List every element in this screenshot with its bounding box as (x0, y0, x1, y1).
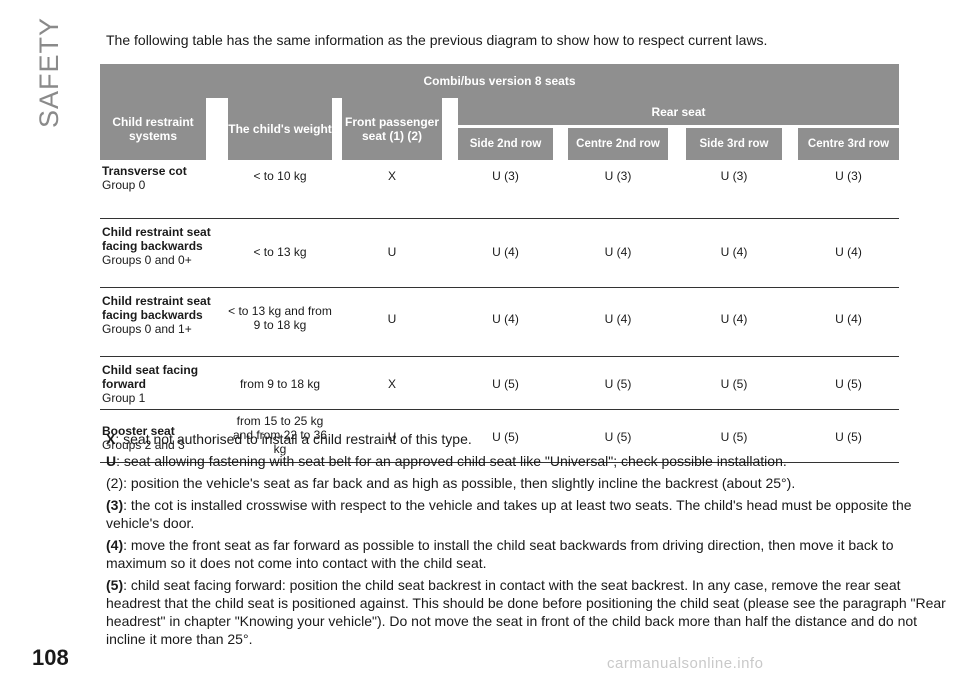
header-front-passenger-seat: Front passenger seat (1) (2) (342, 98, 442, 160)
row-front-passenger: U (387, 245, 397, 259)
header-side-2nd-row: Side 2nd row (458, 128, 553, 160)
row-side-3rd: U (5) (720, 377, 748, 391)
note-text: : seat not authorised to install a child… (115, 431, 472, 447)
row-group: Groups 0 and 1+ (102, 322, 192, 336)
note-key: X (106, 431, 116, 447)
section-label: SAFETY (34, 16, 64, 128)
row-group: Group 0 (102, 178, 146, 192)
row-weight: < to 10 kg (253, 169, 307, 183)
header-child-restraint-systems: Child restraint systems (100, 98, 206, 160)
row-side-2nd: U (4) (492, 245, 519, 259)
note: (5): child seat facing forward: position… (106, 576, 951, 648)
row-group: Group 1 (102, 391, 146, 405)
table-title: Combi/bus version 8 seats (100, 64, 899, 98)
header-side-3rd-row: Side 3rd row (686, 128, 782, 160)
note-key: U (106, 453, 117, 469)
row-device-name: Child seat facing forward (102, 363, 199, 391)
note-text: : child seat facing forward: position th… (106, 577, 946, 647)
note: X: seat not authorised to install a chil… (106, 430, 951, 448)
note-key: (3) (106, 497, 124, 513)
notes-section: X: seat not authorised to install a chil… (106, 430, 951, 652)
note-text: : seat allowing fastening with seat belt… (116, 453, 787, 469)
row-group: Groups 2 and 3 (102, 438, 185, 452)
header-rear-seat: Rear seat (458, 98, 899, 125)
row-weight: from 9 to 18 kg (239, 377, 321, 391)
table-row: Child seat facing forward Group 1 from 9… (100, 357, 899, 410)
note: (3): the cot is installed crosswise with… (106, 496, 951, 532)
row-device-name: Transverse cot (102, 164, 187, 178)
intro-text: The following table has the same informa… (106, 32, 768, 48)
row-centre-3rd: U (5) (835, 377, 862, 391)
page-number: 108 (32, 645, 69, 670)
row-centre-2nd: U (3) (604, 169, 632, 183)
header-childs-weight: The child's weight (228, 98, 332, 160)
row-centre-2nd: U (4) (604, 312, 632, 326)
note-key: (5) (106, 577, 124, 593)
note-text: : move the front seat as far forward as … (106, 537, 894, 571)
row-centre-2nd: U (5) (604, 377, 632, 391)
row-group: Groups 0 and 0+ (102, 253, 192, 267)
row-centre-2nd: U (4) (604, 245, 632, 259)
note-key: (4) (106, 537, 124, 553)
row-centre-3rd: U (5) (835, 430, 862, 444)
note: (4): move the front seat as far forward … (106, 536, 951, 572)
row-side-3rd: U (4) (720, 245, 748, 259)
row-centre-3rd: U (3) (835, 169, 862, 183)
table-row: Transverse cot Group 0 < to 10 kg X U (3… (100, 160, 899, 219)
table-row: Booster seat Groups 2 and 3 from 15 to 2… (100, 410, 899, 463)
row-side-3rd: U (4) (720, 312, 748, 326)
child-restraint-table: Combi/bus version 8 seats Child restrain… (100, 64, 899, 463)
row-weight: < to 13 kg and from 9 to 18 kg (228, 304, 332, 332)
table-row: Child restraint seat facing backwards Gr… (100, 288, 899, 357)
table-row: Child restraint seat facing backwards Gr… (100, 219, 899, 288)
row-device-name: Child restraint seat facing backwards (102, 294, 211, 322)
row-side-2nd: U (4) (492, 312, 519, 326)
row-weight: from 15 to 25 kg and from 22 to 36 kg (232, 414, 328, 456)
row-weight: < to 13 kg (253, 245, 307, 259)
row-side-2nd: U (5) (492, 377, 519, 391)
row-device-name: Booster seat (102, 424, 175, 438)
table-body: Transverse cot Group 0 < to 10 kg X U (3… (100, 160, 899, 463)
watermark: carmanualsonline.info (607, 655, 764, 672)
row-front-passenger: U (387, 312, 397, 326)
note-text: : the cot is installed crosswise with re… (106, 497, 912, 531)
row-centre-3rd: U (4) (835, 245, 862, 259)
table-header: Child restraint systems The child's weig… (100, 98, 899, 160)
row-side-2nd: U (3) (492, 169, 519, 183)
row-side-3rd: U (5) (720, 430, 748, 444)
row-front-passenger: X (387, 377, 396, 391)
row-centre-3rd: U (4) (835, 312, 862, 326)
row-front-passenger: X (387, 169, 396, 183)
row-front-passenger: U (387, 430, 397, 444)
note: (2): position the vehicle's seat as far … (106, 474, 951, 492)
row-centre-2nd: U (5) (604, 430, 632, 444)
note-text: (2): position the vehicle's seat as far … (106, 475, 796, 491)
row-side-2nd: U (5) (492, 430, 519, 444)
row-device-name: Child restraint seat facing backwards (102, 225, 211, 253)
header-centre-2nd-row: Centre 2nd row (568, 128, 668, 160)
header-centre-3rd-row: Centre 3rd row (798, 128, 899, 160)
note: U: seat allowing fastening with seat bel… (106, 452, 951, 470)
row-side-3rd: U (3) (720, 169, 748, 183)
